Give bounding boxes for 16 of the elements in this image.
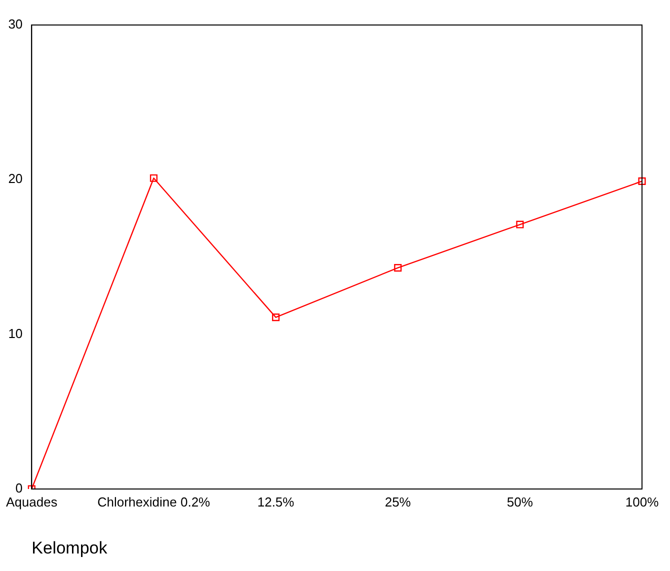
point xyxy=(150,174,158,182)
y-tick-label: 20 xyxy=(8,171,23,186)
x-tick-label: Aquades xyxy=(6,494,58,510)
point xyxy=(638,177,646,185)
y-tick-label: 30 xyxy=(8,16,23,32)
y-tick-label: 0 xyxy=(15,480,23,496)
point xyxy=(394,264,402,272)
x-tick-label: 50% xyxy=(506,494,534,510)
x-tick-label: Chlorhexidine 0.2% xyxy=(97,494,211,510)
x-tick-label: 25% xyxy=(384,494,412,510)
x-axis-title: Kelompok xyxy=(32,538,108,558)
point xyxy=(516,220,524,228)
y-tick-label: 10 xyxy=(8,326,23,341)
point xyxy=(272,314,280,322)
x-tick-label: 12.5% xyxy=(257,494,295,510)
x-tick-label: 100% xyxy=(625,494,660,510)
